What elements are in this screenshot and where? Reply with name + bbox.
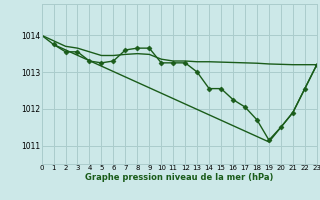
X-axis label: Graphe pression niveau de la mer (hPa): Graphe pression niveau de la mer (hPa) — [85, 173, 273, 182]
